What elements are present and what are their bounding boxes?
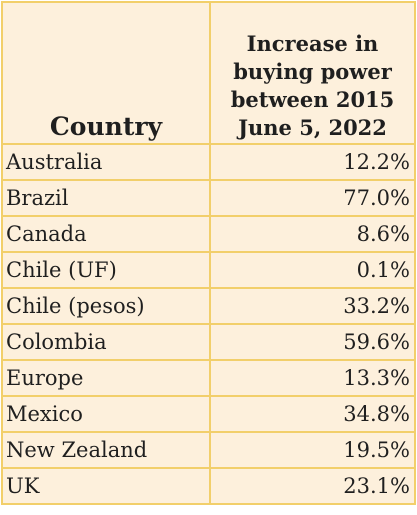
country-cell: New Zealand [1, 431, 211, 469]
country-cell: Chile (UF) [1, 251, 211, 289]
table-row: Europe 13.3% [1, 359, 416, 397]
country-cell: Mexico [1, 395, 211, 433]
header-line-1: Increase in [246, 31, 379, 56]
country-cell: Australia [1, 143, 211, 181]
country-column-header: Country [1, 1, 211, 145]
value-cell: 77.0% [209, 179, 416, 217]
table-row: Brazil 77.0% [1, 179, 416, 217]
buying-power-column-header: Increase in buying power between 2015 Ju… [209, 1, 416, 145]
table-row: Canada 8.6% [1, 215, 416, 253]
table-row: Colombia 59.6% [1, 323, 416, 361]
table-row: New Zealand 19.5% [1, 431, 416, 469]
value-cell: 12.2% [209, 143, 416, 181]
table-row: UK 23.1% [1, 467, 416, 505]
value-cell: 59.6% [209, 323, 416, 361]
header-line-3: between 2015 [230, 87, 395, 112]
table-row: Chile (UF) 0.1% [1, 251, 416, 289]
buying-power-table: Country Increase in buying power between… [1, 1, 416, 505]
country-cell: Europe [1, 359, 211, 397]
value-cell: 8.6% [209, 215, 416, 253]
country-cell: Brazil [1, 179, 211, 217]
country-cell: Canada [1, 215, 211, 253]
value-cell: 19.5% [209, 431, 416, 469]
country-cell: UK [1, 467, 211, 505]
value-cell: 33.2% [209, 287, 416, 325]
header-row: Country Increase in buying power between… [1, 1, 416, 145]
table-row: Australia 12.2% [1, 143, 416, 181]
header-line-4: June 5, 2022 [238, 115, 387, 140]
header-line-2: buying power [233, 59, 392, 84]
value-cell: 34.8% [209, 395, 416, 433]
table-row: Chile (pesos) 33.2% [1, 287, 416, 325]
value-cell: 0.1% [209, 251, 416, 289]
country-cell: Chile (pesos) [1, 287, 211, 325]
value-cell: 13.3% [209, 359, 416, 397]
table-row: Mexico 34.8% [1, 395, 416, 433]
value-cell: 23.1% [209, 467, 416, 505]
country-cell: Colombia [1, 323, 211, 361]
